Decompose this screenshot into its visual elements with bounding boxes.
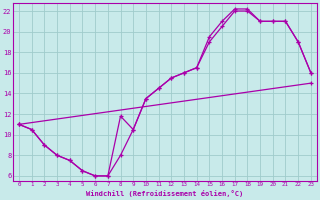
X-axis label: Windchill (Refroidissement éolien,°C): Windchill (Refroidissement éolien,°C): [86, 190, 244, 197]
